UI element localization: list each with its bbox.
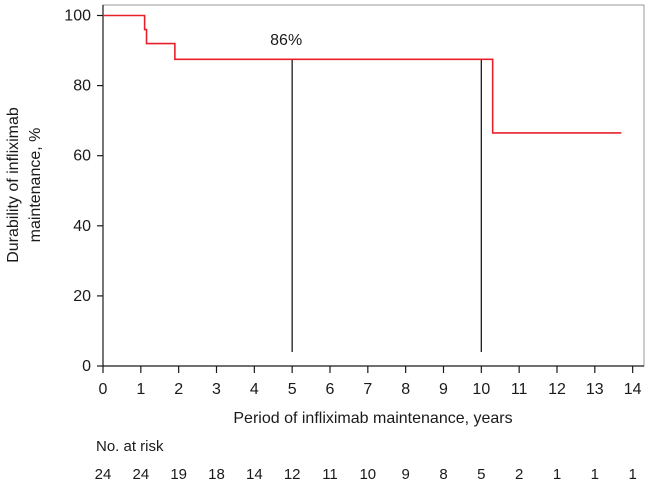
risk-table-value: 9: [401, 466, 409, 483]
risk-table-value: 19: [170, 466, 187, 483]
risk-table-value: 2: [515, 466, 523, 483]
x-tick-label: 2: [174, 381, 183, 398]
y-tick-label: 40: [73, 218, 91, 235]
risk-table-value: 14: [246, 466, 263, 483]
risk-table-value: 18: [208, 466, 225, 483]
risk-table-value: 10: [359, 466, 376, 483]
x-tick-label: 0: [99, 381, 108, 398]
x-axis-label: Period of infliximab maintenance, years: [233, 410, 512, 427]
risk-table-value: 1: [553, 466, 561, 483]
x-tick-label: 3: [212, 381, 221, 398]
reference-lines: [291, 59, 482, 352]
risk-table-value: 24: [95, 466, 112, 483]
x-tick-label: 14: [624, 381, 642, 398]
y-tick-label: 100: [64, 8, 91, 25]
x-axis-ticks: 0 1 2 3 4 5 6 7 8 9 10 11 12 13 14: [99, 366, 642, 398]
survival-curve-line: [103, 14, 622, 134]
x-tick-label: 13: [586, 381, 604, 398]
y-tick-label: 60: [73, 148, 91, 165]
risk-table-value: 5: [477, 466, 485, 483]
x-tick-label: 5: [288, 381, 297, 398]
risk-table-value: 8: [439, 466, 447, 483]
x-tick-label: 9: [439, 381, 448, 398]
y-axis-ticks: 0 20 40 60 80 100: [64, 8, 103, 375]
x-tick-label: 4: [250, 381, 259, 398]
annotations: 86%: [270, 32, 302, 49]
risk-table-value: 1: [628, 466, 636, 483]
risk-table-value: 24: [132, 466, 149, 483]
x-tick-label: 11: [511, 381, 528, 398]
y-tick-label: 80: [73, 78, 91, 95]
x-tick-label: 7: [363, 381, 372, 398]
x-tick-label: 6: [326, 381, 335, 398]
risk-table-value: 11: [322, 466, 338, 483]
y-tick-label: 0: [82, 358, 91, 375]
risk-table-row: 24 24 19 18 14 12 11 10 9 8 5 2 1 1 1: [95, 466, 637, 483]
x-tick-label: 8: [401, 381, 410, 398]
y-axis-label-line-2: maintenance, %: [27, 128, 44, 243]
y-axis-label-line-1: Durability of infliximab: [5, 107, 22, 263]
y-tick-label: 20: [73, 288, 91, 305]
risk-table-value: 12: [284, 466, 301, 483]
risk-table-value: 1: [591, 466, 599, 483]
x-tick-label: 1: [136, 381, 145, 398]
x-tick-label: 12: [548, 381, 566, 398]
risk-table-title: No. at risk: [96, 438, 164, 455]
annotation-label: 86%: [270, 32, 302, 49]
x-tick-label: 10: [472, 381, 490, 398]
